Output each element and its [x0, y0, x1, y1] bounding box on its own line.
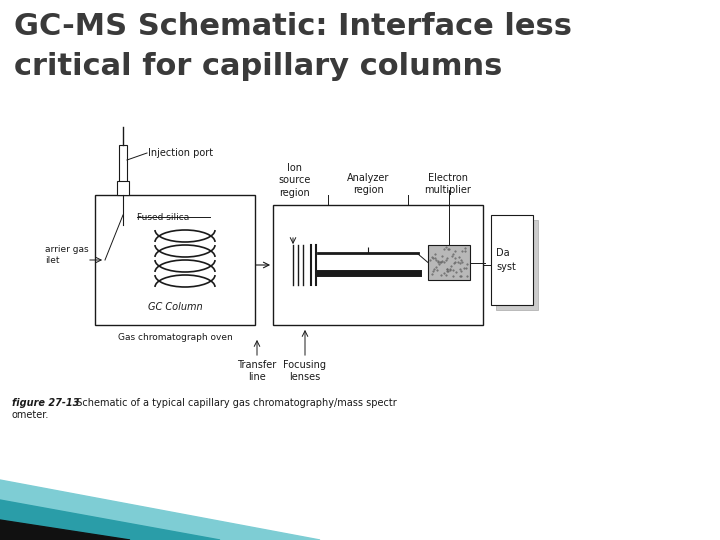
- Text: Da
syst: Da syst: [496, 248, 516, 272]
- Text: figure 27-13: figure 27-13: [12, 398, 79, 408]
- Polygon shape: [0, 500, 220, 540]
- Polygon shape: [0, 480, 320, 540]
- Bar: [119, 145, 127, 185]
- Text: Focusing
lenses: Focusing lenses: [284, 360, 326, 382]
- Bar: [491, 215, 533, 305]
- Text: Fused silica: Fused silica: [137, 213, 189, 221]
- Text: Injection port: Injection port: [148, 148, 213, 158]
- Bar: [273, 205, 483, 325]
- Text: ometer.: ometer.: [12, 410, 50, 420]
- Text: Electron
multiplier: Electron multiplier: [425, 173, 472, 195]
- Text: arrier gas
ilet: arrier gas ilet: [45, 245, 89, 265]
- Bar: [117, 181, 129, 195]
- Text: GC-MS Schematic: Interface less: GC-MS Schematic: Interface less: [14, 12, 572, 41]
- Bar: [496, 220, 538, 310]
- Text: Transfer
line: Transfer line: [238, 360, 276, 382]
- Bar: [428, 245, 470, 280]
- Text: Ion
source
region: Ion source region: [279, 163, 311, 198]
- Bar: [95, 195, 255, 325]
- Text: critical for capillary columns: critical for capillary columns: [14, 52, 503, 81]
- Text: Schematic of a typical capillary gas chromatography/mass spectr: Schematic of a typical capillary gas chr…: [70, 398, 397, 408]
- Text: Analyzer
region: Analyzer region: [347, 173, 390, 195]
- Polygon shape: [0, 520, 130, 540]
- Text: GC Column: GC Column: [148, 302, 202, 312]
- Text: Gas chromatograph oven: Gas chromatograph oven: [117, 333, 233, 342]
